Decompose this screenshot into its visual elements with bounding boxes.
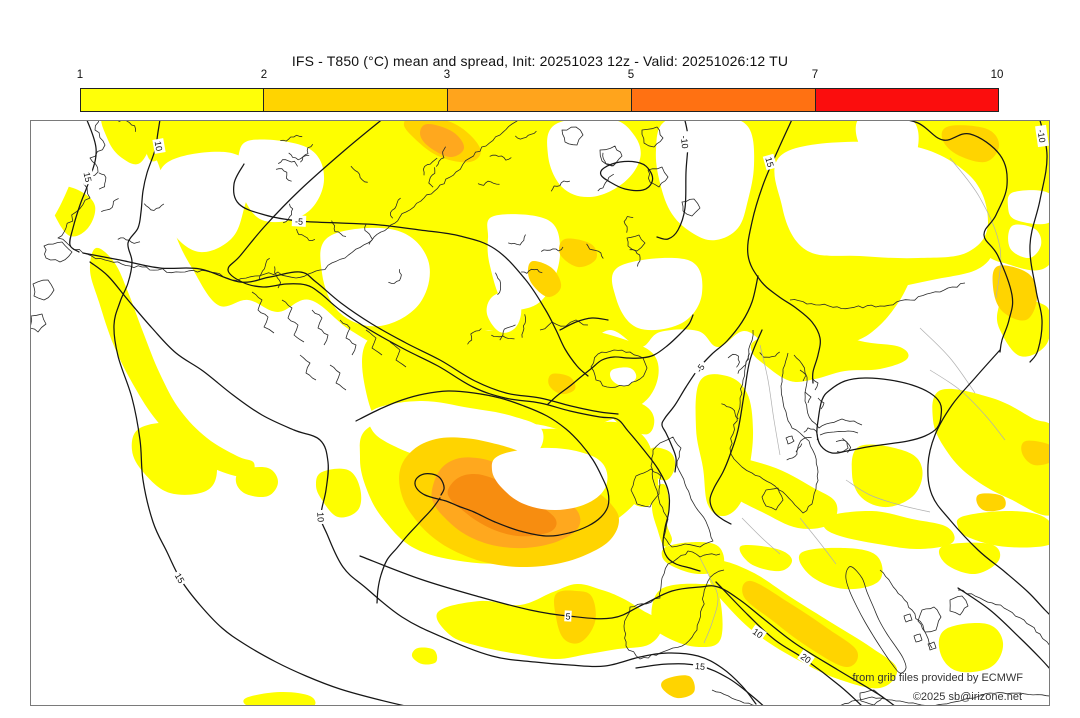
svg-text:15: 15 — [763, 156, 775, 168]
svg-text:-5: -5 — [295, 216, 304, 226]
svg-text:10: 10 — [751, 626, 765, 640]
svg-text:15: 15 — [82, 171, 94, 183]
svg-text:-10: -10 — [1036, 129, 1048, 143]
svg-text:15: 15 — [173, 571, 187, 585]
svg-text:10: 10 — [315, 512, 326, 523]
svg-text:10: 10 — [153, 140, 165, 152]
svg-text:-10: -10 — [679, 135, 690, 149]
svg-text:20: 20 — [799, 651, 813, 665]
svg-text:5: 5 — [565, 611, 571, 621]
svg-text:15: 15 — [695, 661, 706, 672]
